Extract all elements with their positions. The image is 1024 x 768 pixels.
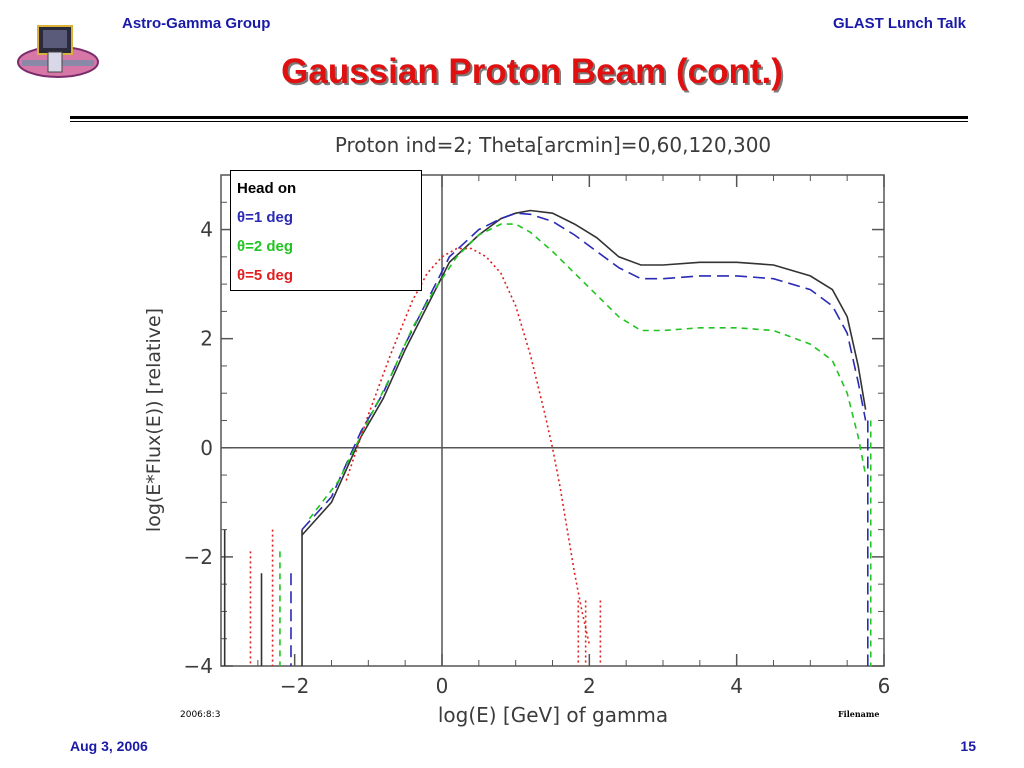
chart-legend: Head on θ=1 deg θ=2 deg θ=5 deg [230, 170, 422, 291]
series-line-0 [301, 209, 867, 536]
series-line-2 [308, 223, 867, 520]
footer-page-number: 15 [960, 738, 976, 754]
legend-item-theta-5: θ=5 deg [237, 267, 294, 284]
y-axis-label: log(E*Flux(E)) [relative] [143, 308, 165, 532]
filename-label: Filename [838, 709, 879, 719]
y-tick-label: −2 [184, 545, 213, 569]
footer-date: Aug 3, 2006 [70, 738, 148, 754]
title-rule-thin [70, 121, 968, 122]
x-tick-label: 4 [730, 674, 743, 698]
x-tick-label: 6 [878, 674, 891, 698]
x-tick-label: 0 [436, 674, 449, 698]
glast-satellite-logo [17, 25, 99, 78]
header-left: Astro-Gamma Group [122, 15, 271, 32]
legend-item-head-on: Head on [237, 180, 297, 197]
legend-item-theta-2: θ=2 deg [237, 238, 294, 255]
date-stamp: 2006:8:3 [180, 710, 220, 720]
x-axis-label: log(E) [GeV] of gamma [438, 703, 668, 727]
chart-title: Proton ind=2; Theta[arcmin]=0,60,120,300 [335, 133, 771, 157]
y-tick-label: −4 [184, 654, 213, 678]
slide-title: Gaussian Proton Beam (cont.) [281, 52, 783, 91]
y-tick-label: 4 [200, 218, 213, 242]
header-right: GLAST Lunch Talk [832, 15, 966, 32]
title-rule-thick [70, 116, 968, 119]
x-tick-label: −2 [280, 674, 309, 698]
legend-item-theta-1: θ=1 deg [237, 209, 294, 226]
y-tick-label: 2 [200, 327, 213, 351]
series-line-3 [345, 247, 591, 645]
x-tick-label: 2 [583, 674, 596, 698]
series-line-1 [301, 212, 867, 531]
y-tick-label: 0 [200, 436, 213, 460]
